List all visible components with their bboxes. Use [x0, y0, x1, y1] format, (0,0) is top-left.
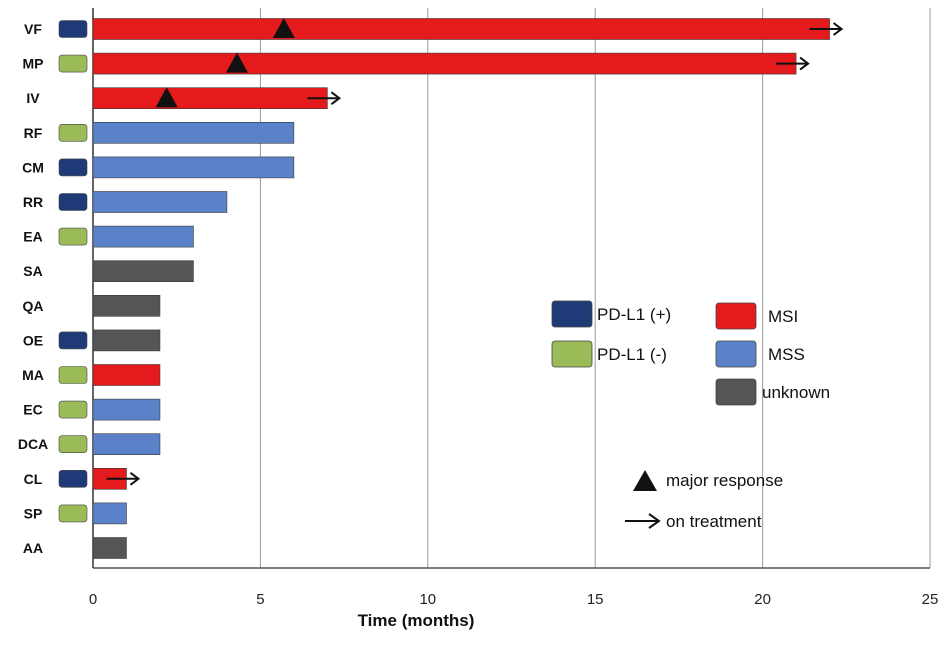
on-treatment-arrow	[809, 22, 844, 36]
legend-swatch	[715, 378, 757, 406]
pdl1-marker	[58, 366, 88, 384]
category-label: EA	[23, 229, 42, 245]
category-label: RF	[24, 125, 43, 141]
x-tick-label: 5	[256, 591, 264, 608]
legend-label: major response	[666, 471, 783, 490]
bar-ec	[92, 398, 161, 421]
bar-iv	[92, 87, 328, 109]
bar-rf	[92, 122, 295, 144]
category-label: CL	[24, 471, 43, 487]
legend-label: PD-L1 (-)	[597, 345, 667, 364]
x-tick-label: 10	[419, 591, 436, 608]
category-labels: VF MP IV RF CM RR EA SA QA OE MA EC DCA CL SP AA	[18, 21, 48, 556]
bar-aa	[92, 537, 127, 559]
category-label: DCA	[18, 436, 48, 452]
category-label: OE	[23, 332, 43, 348]
category-label: MA	[22, 367, 44, 383]
bar-cm	[92, 156, 295, 179]
bar-sa	[92, 260, 194, 283]
x-tick-labels: 0 5 10 15 20 25	[89, 591, 939, 608]
bar-mp	[92, 52, 797, 75]
category-label: AA	[23, 540, 43, 556]
pdl1-marker	[58, 124, 88, 142]
major-response-marker	[272, 18, 295, 38]
pdl1-marker	[58, 469, 88, 488]
category-label: QA	[23, 298, 44, 314]
legend-on-treatment-icon	[625, 513, 661, 529]
category-label: SA	[23, 263, 42, 279]
bar-sp	[92, 502, 127, 525]
on-treatment-arrow	[106, 471, 141, 486]
legend-swatch	[715, 302, 757, 330]
category-label: EC	[23, 402, 42, 418]
bar-oe	[92, 329, 161, 352]
category-label: IV	[26, 90, 40, 106]
pdl1-marker	[58, 504, 88, 523]
legend-major-response-icon	[633, 470, 657, 491]
on-treatment-arrow	[776, 56, 810, 71]
legend: PD-L1 (+) PD-L1 (-) MSI MSS unknown major res…	[551, 300, 830, 531]
legend-swatch	[715, 340, 757, 368]
x-tick-label: 20	[754, 591, 771, 608]
pdl1-marker	[58, 400, 88, 419]
category-label: RR	[23, 194, 43, 210]
x-tick-label: 25	[922, 591, 939, 608]
pdl1-marker	[58, 435, 88, 454]
legend-swatch	[551, 340, 593, 368]
pdl1-marker	[58, 158, 88, 177]
x-axis-label: Time (months)	[358, 611, 475, 630]
pdl1-marker	[58, 331, 88, 350]
x-tick-label: 0	[89, 591, 97, 608]
bar-vf	[92, 18, 830, 40]
category-label: VF	[24, 21, 42, 37]
pdl1-marker	[58, 193, 88, 211]
major-response-marker	[155, 87, 178, 108]
category-label: CM	[22, 159, 44, 175]
bars	[92, 18, 844, 559]
bar-dca	[92, 433, 161, 456]
category-label: SP	[24, 505, 43, 521]
bar-ea	[92, 225, 194, 248]
x-tick-label: 15	[587, 591, 604, 608]
legend-label: on treatment	[666, 512, 762, 531]
legend-label: unknown	[762, 383, 830, 402]
major-response-marker	[225, 52, 248, 73]
pdl1-marker	[58, 54, 88, 73]
category-label: MP	[23, 56, 44, 72]
pdl1-marker	[58, 20, 88, 38]
pdl1-marker	[58, 227, 88, 246]
legend-swatch	[551, 300, 593, 328]
bar-rr	[92, 191, 228, 213]
pdl1-markers	[58, 20, 88, 523]
legend-label: MSI	[768, 307, 798, 326]
bar-qa	[92, 294, 161, 317]
legend-label: PD-L1 (+)	[597, 305, 671, 324]
legend-label: MSS	[768, 345, 805, 364]
on-treatment-arrow	[307, 91, 342, 105]
bar-ma	[92, 364, 161, 386]
